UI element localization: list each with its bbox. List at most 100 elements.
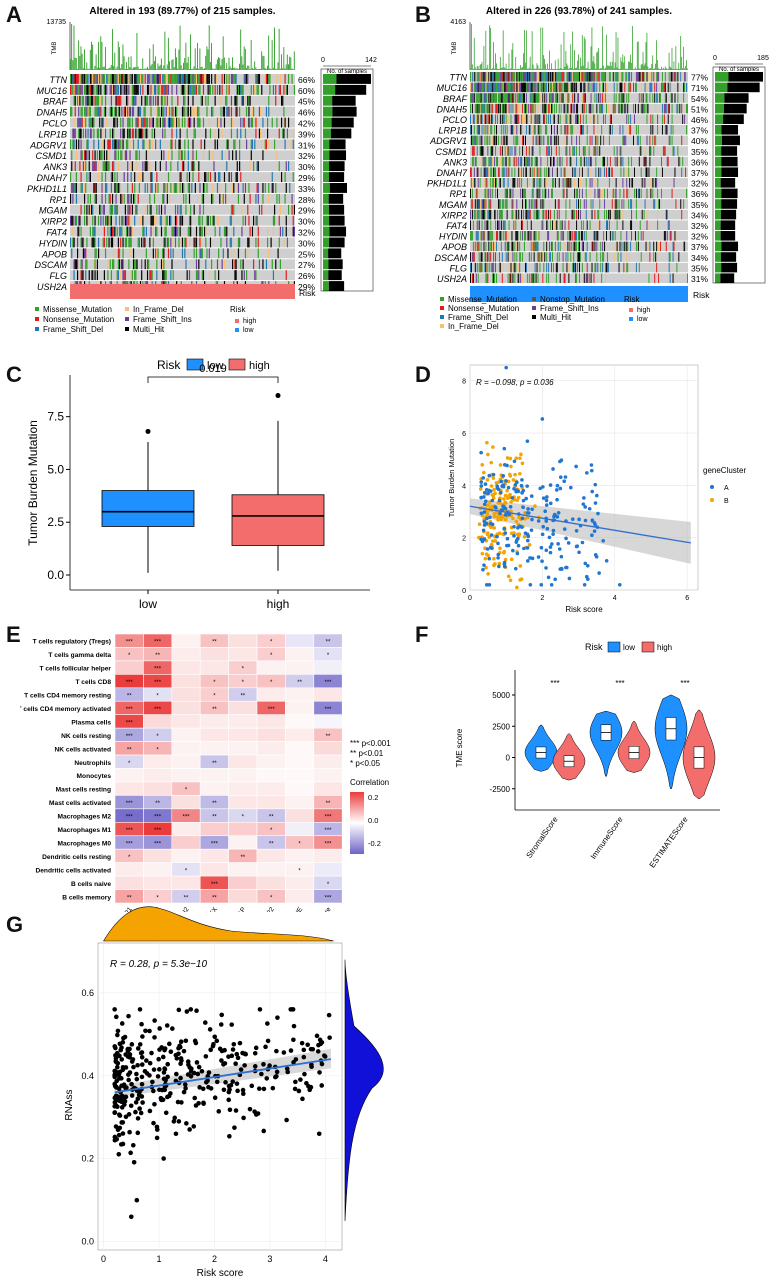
mutation-cell	[164, 270, 166, 281]
mutation-cell	[94, 106, 96, 117]
mutation-cell	[190, 74, 192, 84]
gene-label: APOB	[41, 249, 67, 259]
mutation-cell	[528, 156, 530, 167]
mutation-cell	[580, 135, 582, 146]
mutation-cell	[76, 259, 79, 270]
mutation-cell	[164, 117, 166, 128]
mutation-cell	[522, 188, 524, 199]
mutation-cell	[83, 215, 86, 226]
tmb-bar	[473, 37, 475, 70]
mutation-cell	[658, 72, 660, 82]
mutation-cell	[209, 215, 212, 226]
mutation-cell	[614, 188, 616, 199]
mutation-cell	[486, 262, 488, 273]
mutation-cell	[553, 114, 555, 124]
mutation-cell	[197, 270, 199, 281]
mutation-cell	[110, 95, 112, 106]
mutation-cell	[149, 172, 151, 182]
mutation-cell	[512, 93, 514, 103]
heatmap-cell	[228, 727, 258, 742]
mutation-cell	[589, 188, 591, 199]
mutation-cell	[183, 106, 185, 117]
mutation-cell	[542, 72, 544, 82]
mutation-cell	[605, 82, 607, 93]
mutation-cell	[136, 204, 138, 215]
mutation-cell	[522, 135, 524, 146]
mutation-cell	[248, 183, 250, 193]
mutation-cell	[244, 128, 247, 139]
mutation-cell	[534, 231, 536, 241]
tmb-bar	[97, 42, 99, 70]
mutation-cell	[209, 172, 212, 182]
mutation-cell	[495, 188, 497, 199]
mutation-cell	[103, 226, 105, 237]
mutation-cell	[93, 226, 95, 237]
tmb-bar	[606, 34, 607, 70]
mutation-cell	[546, 103, 548, 114]
mutation-cell	[572, 93, 574, 103]
legend-a-swatch	[710, 485, 714, 489]
mutation-cell	[127, 161, 129, 172]
mutation-cell	[512, 273, 514, 283]
mutation-cell	[658, 241, 660, 252]
sig-legend: ** p<0.01	[350, 749, 384, 758]
mutation-cell	[546, 209, 548, 220]
mutation-cell	[507, 241, 509, 252]
sample-bar-multihit	[721, 262, 738, 273]
heatmap-cell	[285, 714, 315, 729]
plot-area	[97, 942, 343, 1251]
tmb-bar	[156, 68, 158, 70]
mutation-cell	[641, 72, 643, 82]
mutation-cell	[655, 103, 657, 114]
tmb-bar	[275, 68, 277, 70]
mutation-cell	[282, 226, 284, 237]
mutation-cell	[632, 178, 634, 188]
mutation-cell	[574, 82, 576, 93]
point-cluster-a	[487, 556, 492, 561]
mutation-cell	[94, 259, 96, 270]
heatmap-cell	[171, 754, 201, 769]
mutation-cell	[550, 209, 552, 220]
mutation-cell	[587, 273, 589, 283]
mutation-cell	[473, 146, 475, 156]
mutation-cell	[573, 209, 575, 220]
sample-bar-missense	[323, 270, 329, 281]
mutation-cell	[228, 74, 230, 84]
mutation-cell	[542, 199, 544, 209]
tmb-bar	[583, 36, 585, 70]
point-cluster-b	[485, 478, 490, 482]
point-cluster-a	[521, 505, 525, 510]
mutation-cell	[518, 209, 520, 220]
mutation-cell	[96, 259, 98, 270]
tmb-bar	[485, 30, 487, 71]
mutation-cell	[282, 128, 284, 139]
mutation-cell	[633, 82, 634, 93]
mutation-cell	[89, 74, 91, 84]
point-cluster-a	[556, 542, 560, 546]
point-cluster-a	[496, 552, 501, 557]
mutation-cell	[115, 193, 117, 204]
mutation-cell	[555, 273, 557, 283]
mutation-cell	[591, 241, 593, 252]
point-cluster-b	[498, 463, 503, 467]
mutation-cell	[673, 72, 675, 82]
y-axis-label: Tumor Burden Mutation	[447, 439, 456, 518]
tmb-bar	[274, 27, 275, 70]
heatmap-cell	[256, 714, 286, 729]
mutation-cell	[241, 95, 243, 106]
mutation-cell	[256, 161, 258, 172]
mutation-cell	[575, 273, 577, 283]
mutation-cell	[89, 204, 91, 215]
mutation-cell	[520, 93, 522, 103]
tmb-bar	[581, 35, 583, 70]
mutation-cell	[513, 178, 515, 188]
tmb-bar	[516, 68, 518, 70]
tmb-bar	[541, 68, 543, 70]
mutation-cell	[610, 167, 612, 177]
mutation-cell	[657, 209, 659, 220]
gene-label: TTN	[450, 73, 468, 83]
mutation-cell	[135, 259, 137, 270]
mutation-cell	[653, 199, 655, 209]
mutation-cell	[610, 114, 612, 124]
mutation-cell	[143, 106, 145, 117]
